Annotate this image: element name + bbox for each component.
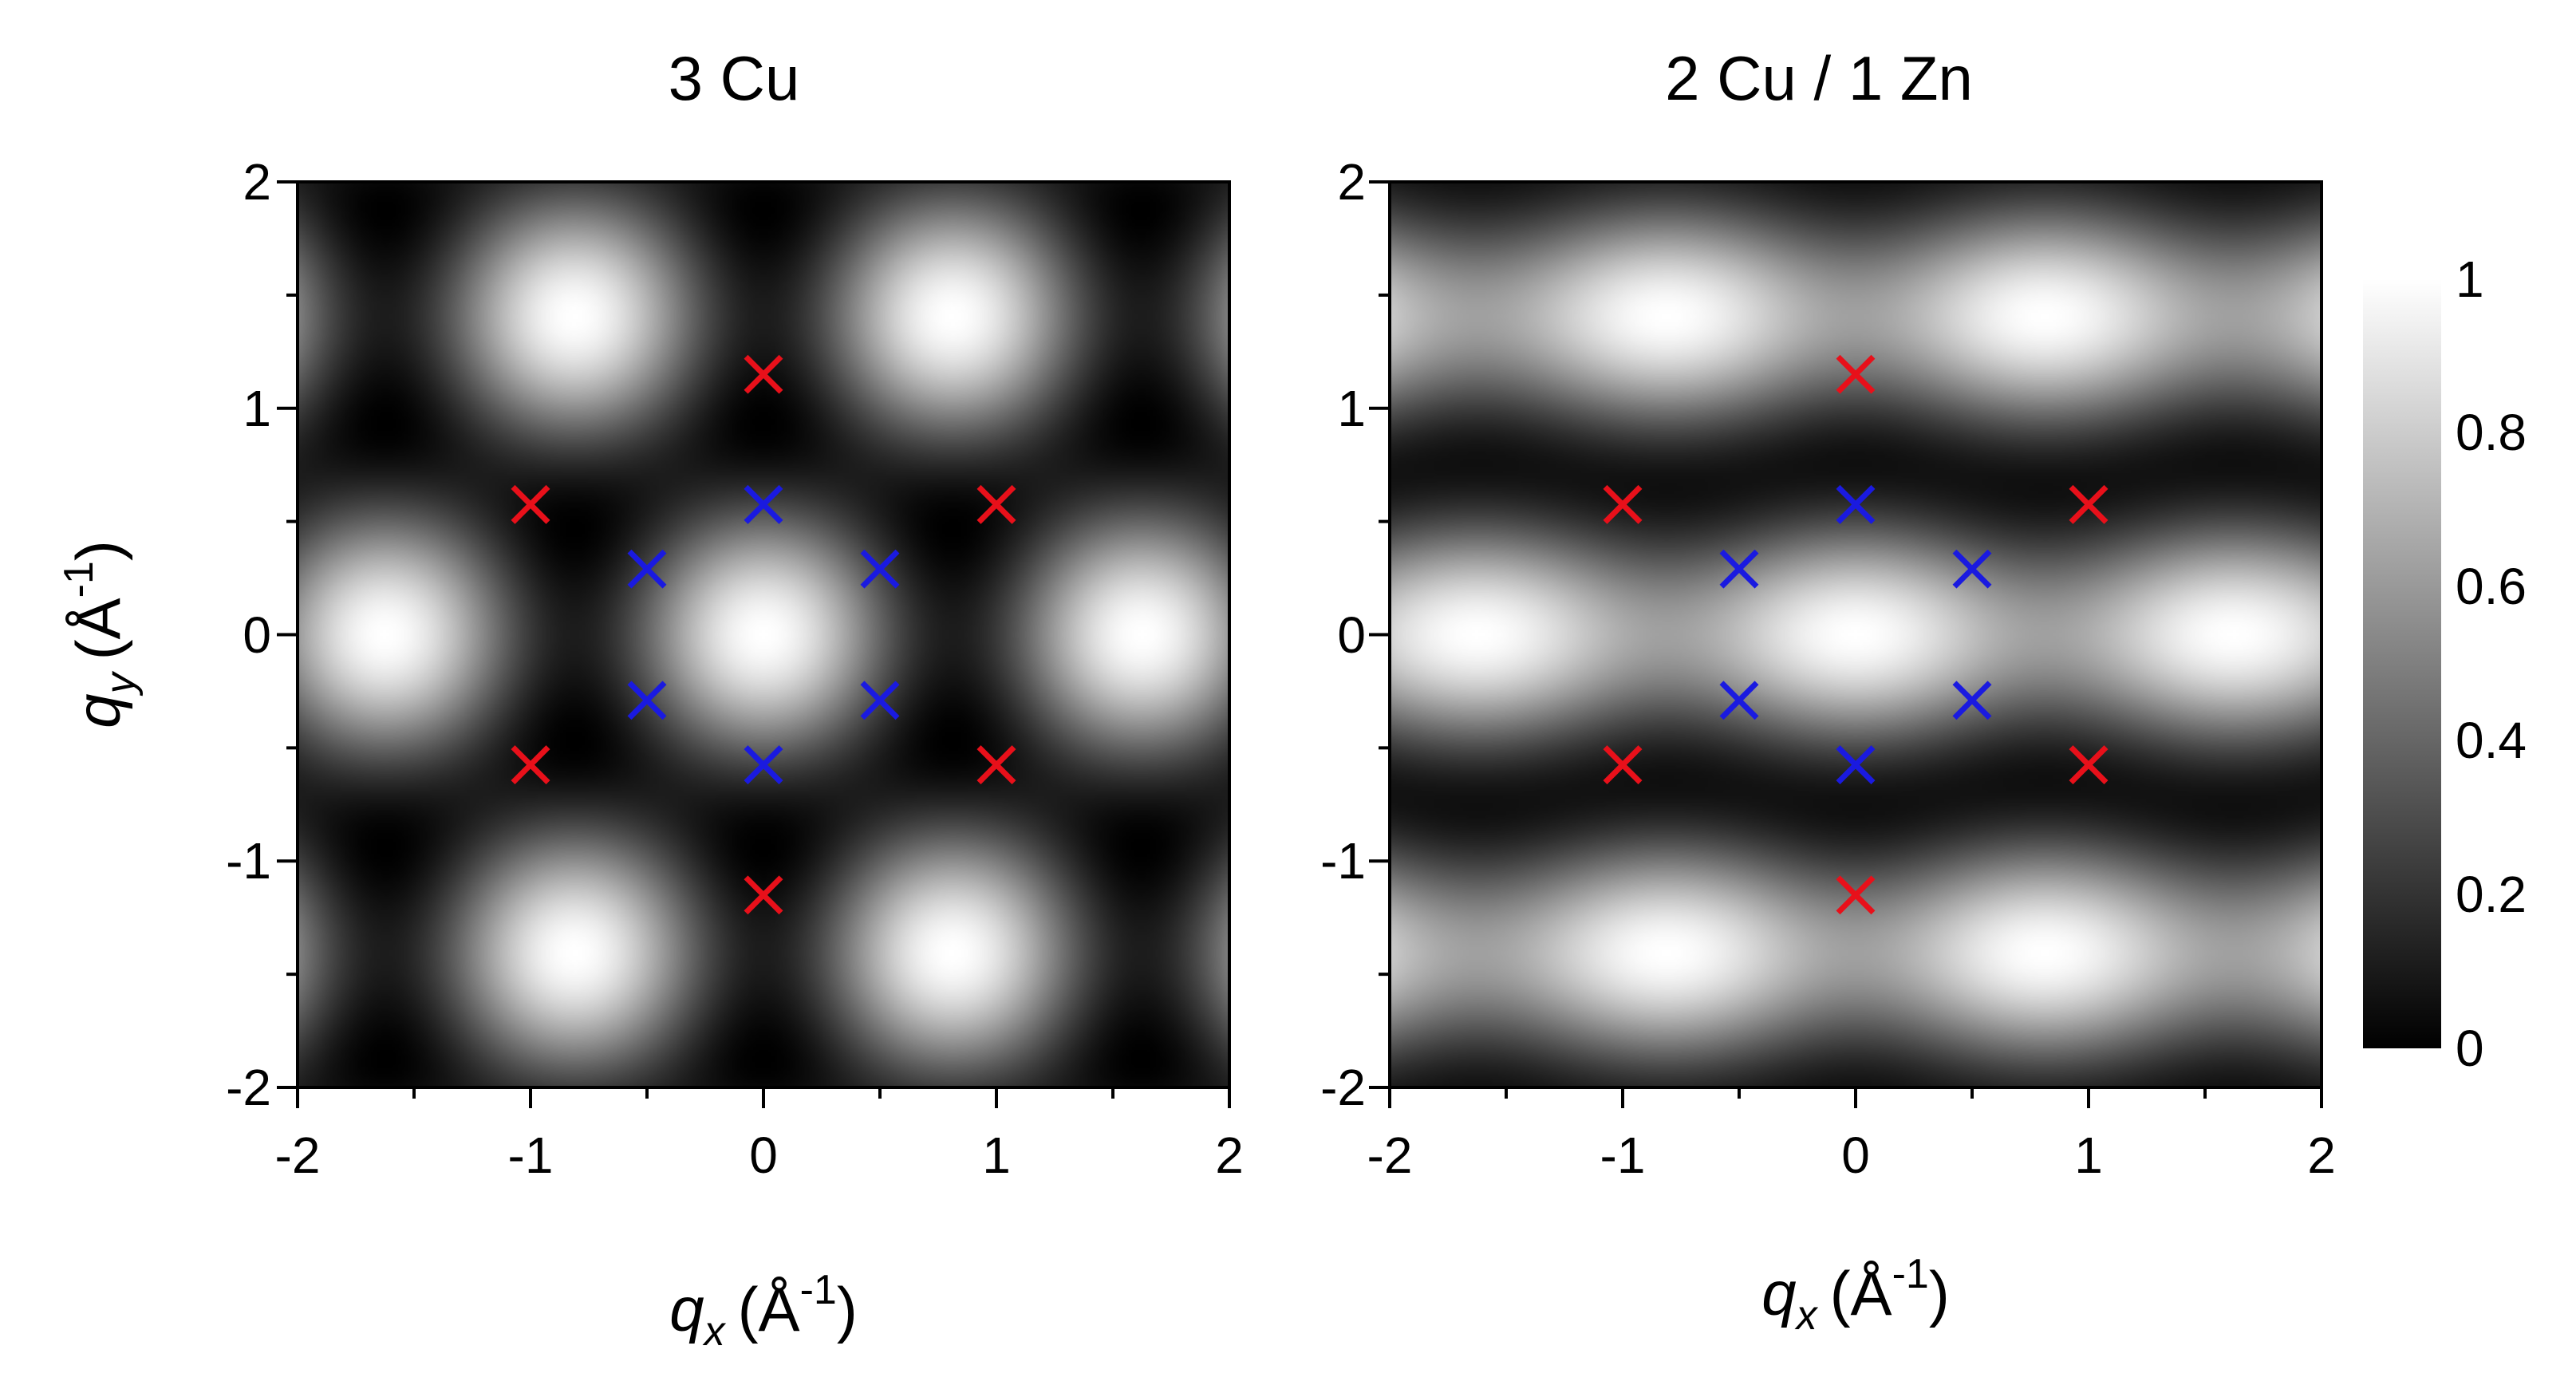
x-tick-label: 1 [2074,1127,2103,1184]
red-x-marker [1836,354,1876,394]
panel-2cu-1zn: 2 Cu / 1 Zn -2 -1 0 1 2 -2 -1 0 1 2 qx (Å… [1320,43,2336,1339]
panel-3cu: 3 Cu -2 -1 0 1 2 -2 -1 0 1 2 qx (Å-1) qy(… [56,43,1244,1355]
panel1-title: 3 Cu [669,43,800,113]
blue-x-marker [744,745,783,785]
x-tick-label: 1 [982,1127,1011,1184]
blue-x-marker [1836,745,1876,785]
blue-x-marker [1836,484,1876,524]
y-tick-label: -1 [1320,832,1366,890]
colorbar: 0 0.2 0.4 0.6 0.8 1 [2363,251,2527,1077]
heatmap-3cu [298,182,1229,1087]
x-axis-label-2cu-1zn: qx (Å-1) [1761,1251,1950,1339]
x-tick-labels-2cu-1zn: -2 -1 0 1 2 [1367,1127,2336,1184]
panel2-title: 2 Cu / 1 Zn [1665,43,1973,113]
x-tick-label: 0 [749,1127,778,1184]
y-tick-label: 1 [243,380,271,437]
blue-x-marker [1952,549,1992,589]
red-x-marker [976,484,1016,524]
blue-x-marker [627,549,667,589]
red-x-marker [744,354,783,394]
red-x-marker [2069,484,2109,524]
y-tick-label: -2 [226,1059,271,1116]
x-tick-label: -1 [1600,1127,1646,1184]
x-tick-label: -2 [275,1127,321,1184]
ticks-3cu [277,180,1231,1108]
blue-x-marker [744,484,783,524]
y-tick-label: 0 [1337,606,1366,664]
red-x-marker [511,484,550,524]
x-tick-label: 0 [1841,1127,1870,1184]
blue-x-marker [860,549,900,589]
red-x-marker [744,875,783,915]
colorbar-tick-label: 0.2 [2456,866,2527,923]
markers-2cu-1zn [1603,354,2109,915]
red-x-marker [1836,875,1876,915]
red-x-marker [2069,745,2109,785]
y-tick-label: 0 [243,606,271,664]
x-tick-labels-3cu: -2 -1 0 1 2 [275,1127,1244,1184]
y-tick-label: 2 [243,153,271,211]
colorbar-tick-label: 0.6 [2456,558,2527,615]
y-axis-label-3cu: qy(Å-1) [56,540,144,728]
y-tick-label: 2 [1337,153,1366,211]
markers-3cu [511,354,1016,915]
x-axis-label-3cu: qx (Å-1) [669,1267,858,1355]
x-tick-label: 2 [1215,1127,1244,1184]
ticks-2cu-1zn [1369,180,2323,1108]
red-x-marker [511,745,550,785]
y-tick-label: 1 [1337,380,1366,437]
y-tick-labels-2cu-1zn: -2 -1 0 1 2 [1320,153,1366,1116]
x-tick-label: -2 [1367,1127,1413,1184]
colorbar-tick-label: 0.8 [2456,404,2527,461]
blue-x-marker [1952,681,1992,720]
blue-x-marker [627,681,667,720]
blue-x-marker [1719,549,1759,589]
red-x-marker [1603,484,1643,524]
colorbar-tick-label: 0 [2456,1020,2484,1077]
colorbar-tick-label: 1 [2456,251,2484,308]
red-x-marker [976,745,1016,785]
colorbar-gradient [2363,279,2441,1048]
y-tick-label: -2 [1320,1059,1366,1116]
y-tick-label: -1 [226,832,271,890]
colorbar-tick-labels: 0 0.2 0.4 0.6 0.8 1 [2456,251,2527,1077]
red-x-marker [1603,745,1643,785]
blue-x-marker [1719,681,1759,720]
colorbar-tick-label: 0.4 [2456,712,2527,769]
blue-x-marker [860,681,900,720]
heatmap-2cu-1zn [1390,182,2322,1087]
x-tick-label: 2 [2307,1127,2336,1184]
x-tick-label: -1 [508,1127,554,1184]
y-tick-labels-3cu: -2 -1 0 1 2 [226,153,271,1116]
